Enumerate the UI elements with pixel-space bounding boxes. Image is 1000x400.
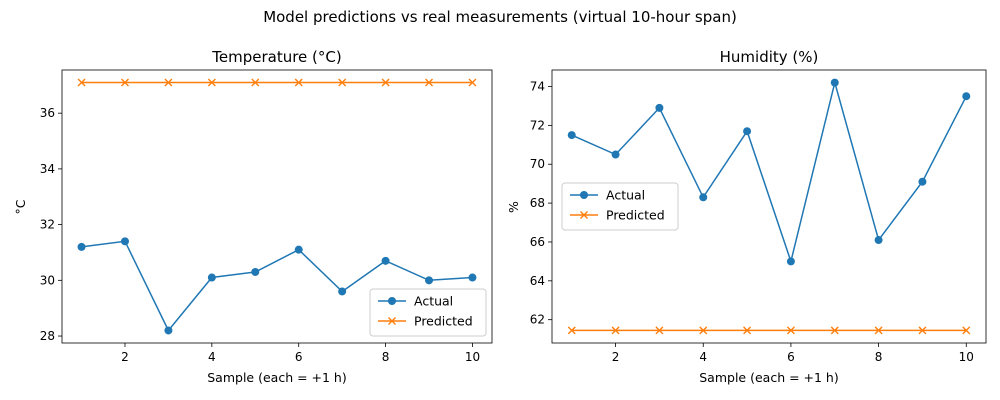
humidity-x-tick-label: 8 xyxy=(875,350,883,364)
temperature-predicted-point xyxy=(425,78,434,87)
temperature-actual-point xyxy=(120,237,129,246)
temperature-predicted-point xyxy=(338,78,347,87)
temperature-x-tick-label: 10 xyxy=(465,350,480,364)
temperature-actual-point xyxy=(77,242,86,251)
humidity-predicted-point xyxy=(743,326,752,335)
humidity-legend-actual-marker xyxy=(580,191,588,199)
temperature-predicted-point xyxy=(164,78,173,87)
humidity-x-axis-label: Sample (each = +1 h) xyxy=(699,370,838,385)
temperature-x-axis-label: Sample (each = +1 h) xyxy=(207,370,346,385)
temperature-actual-point xyxy=(468,273,477,282)
temperature-predicted-point xyxy=(207,78,216,87)
humidity-y-tick-label: 70 xyxy=(530,157,545,171)
temperature-predicted-point xyxy=(77,78,86,87)
temperature-y-tick-label: 34 xyxy=(40,162,55,176)
temperature-predicted-point xyxy=(120,78,129,87)
temperature-predicted-point xyxy=(251,78,260,87)
figure-suptitle: Model predictions vs real measurements (… xyxy=(263,8,737,26)
humidity-legend-actual-label: Actual xyxy=(606,188,645,203)
humidity-actual-point xyxy=(918,177,927,186)
humidity-actual-point xyxy=(743,127,752,136)
temperature-predicted-point xyxy=(468,78,477,87)
humidity-actual-point xyxy=(830,78,839,87)
humidity-predicted-point xyxy=(962,326,971,335)
temperature-chart: Temperature (°C) Sample (each = +1 h) °C… xyxy=(13,48,493,385)
humidity-actual-point xyxy=(699,193,708,202)
humidity-legend-predicted-label: Predicted xyxy=(606,208,665,223)
humidity-actual-point xyxy=(567,131,576,140)
humidity-x-tick-label: 10 xyxy=(959,350,974,364)
humidity-predicted-point xyxy=(611,326,620,335)
humidity-predicted-point xyxy=(655,326,664,335)
temperature-actual-point xyxy=(381,256,390,265)
humidity-actual-point xyxy=(786,257,795,266)
humidity-predicted-point xyxy=(918,326,927,335)
humidity-predicted-point xyxy=(567,326,576,335)
humidity-actual-point xyxy=(655,103,664,112)
temperature-actual-point xyxy=(425,276,434,285)
temperature-x-tick-label: 2 xyxy=(121,350,129,364)
temperature-actual-line xyxy=(81,240,473,332)
humidity-legend: Actual Predicted xyxy=(561,182,679,231)
humidity-y-axis-label: % xyxy=(506,201,521,213)
temperature-y-tick-label: 28 xyxy=(40,329,55,343)
temperature-axes-frame xyxy=(61,69,493,344)
temperature-y-tick-label: 32 xyxy=(40,218,55,232)
humidity-actual-point xyxy=(962,92,971,101)
humidity-axes-frame xyxy=(551,69,987,344)
temperature-predicted-point xyxy=(294,78,303,87)
temperature-y-tick-label: 30 xyxy=(40,273,55,287)
humidity-predicted-point xyxy=(786,326,795,335)
temperature-y-tick-label: 36 xyxy=(40,106,55,120)
humidity-y-tick-label: 72 xyxy=(530,118,545,132)
temperature-actual-point xyxy=(164,326,173,335)
temperature-actual-point xyxy=(338,287,347,296)
humidity-y-tick-label: 68 xyxy=(530,196,545,210)
temperature-x-tick-label: 8 xyxy=(382,350,390,364)
humidity-x-tick-label: 4 xyxy=(699,350,707,364)
humidity-actual-point xyxy=(611,150,620,159)
humidity-x-tick-label: 6 xyxy=(787,350,795,364)
humidity-y-tick-label: 62 xyxy=(530,313,545,327)
temperature-chart-title: Temperature (°C) xyxy=(211,48,341,66)
temperature-actual-point xyxy=(251,267,260,276)
temperature-y-axis-label: °C xyxy=(13,199,28,214)
humidity-chart-title: Humidity (%) xyxy=(720,48,819,66)
humidity-predicted-point xyxy=(699,326,708,335)
humidity-actual-point xyxy=(874,236,883,245)
humidity-predicted-point xyxy=(830,326,839,335)
humidity-y-tick-label: 74 xyxy=(530,80,545,94)
humidity-x-tick-label: 2 xyxy=(612,350,620,364)
humidity-y-tick-label: 66 xyxy=(530,235,545,249)
temperature-legend-predicted-label: Predicted xyxy=(414,314,473,329)
humidity-predicted-point xyxy=(874,326,883,335)
temperature-legend-actual-label: Actual xyxy=(414,294,453,309)
temperature-actual-point xyxy=(294,245,303,254)
temperature-legend-predicted-marker xyxy=(388,317,396,325)
temperature-x-tick-label: 6 xyxy=(295,350,303,364)
temperature-predicted-point xyxy=(381,78,390,87)
humidity-legend-predicted-marker xyxy=(580,211,588,219)
temperature-legend-actual-marker xyxy=(388,297,396,305)
temperature-x-tick-label: 4 xyxy=(208,350,216,364)
temperature-actual-point xyxy=(207,273,216,282)
temperature-legend: Actual Predicted xyxy=(369,288,487,337)
humidity-actual-line xyxy=(571,79,967,265)
humidity-y-tick-label: 64 xyxy=(530,274,545,288)
